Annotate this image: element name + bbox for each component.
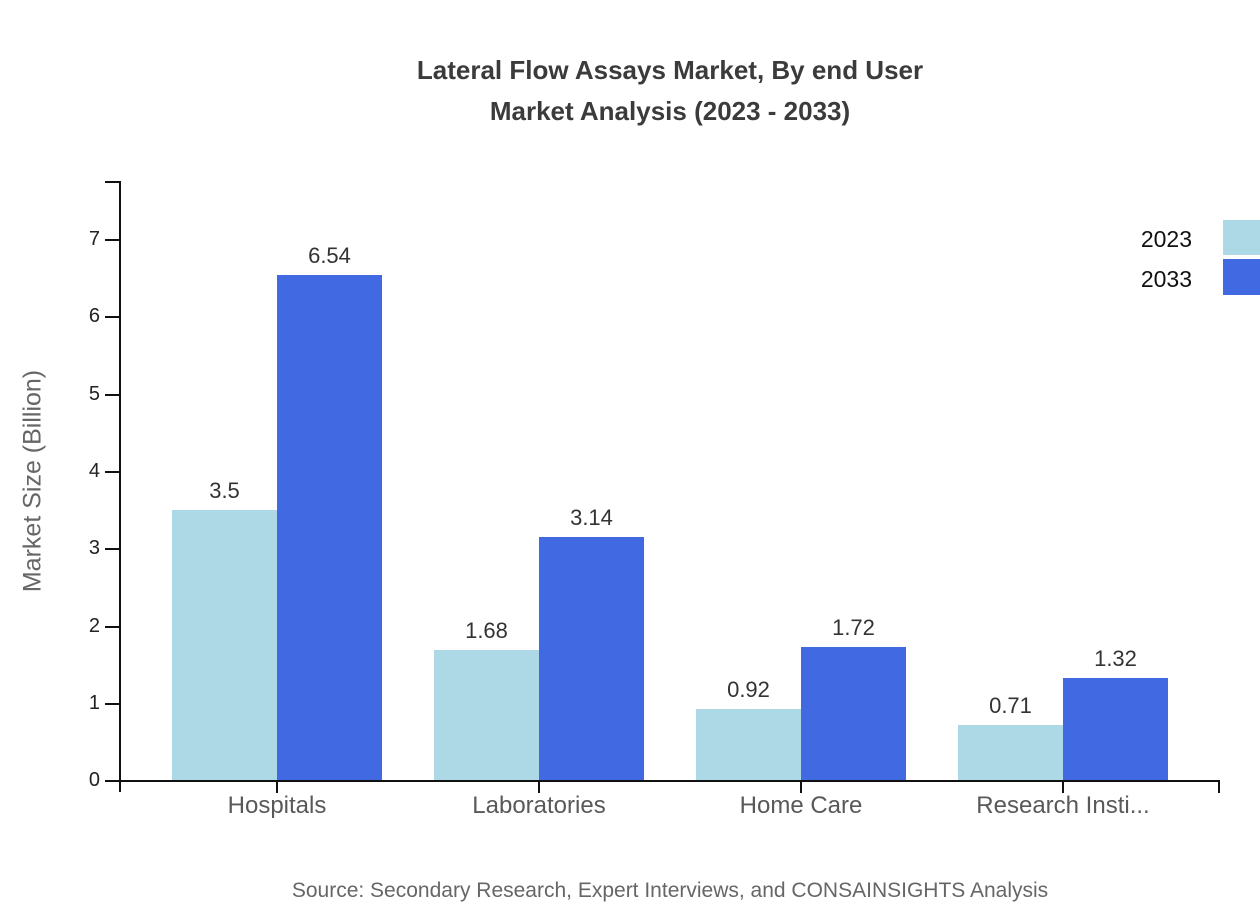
category-label: Laboratories xyxy=(472,792,606,819)
category-label: Research Insti... xyxy=(976,792,1150,819)
y-tick xyxy=(105,548,120,551)
y-tick xyxy=(105,780,120,782)
bar-value-label: 1.72 xyxy=(832,615,875,641)
y-tick-label: 5 xyxy=(88,382,100,405)
y-tick xyxy=(105,702,120,705)
y-tick-label: 0 xyxy=(88,769,100,791)
y-tick xyxy=(105,470,120,473)
y-axis-title: Market Size (Billion) xyxy=(18,369,47,593)
bar-value-label: 3.5 xyxy=(209,477,240,503)
y-tick-label: 1 xyxy=(88,691,100,714)
bar-2023-1 xyxy=(434,650,539,780)
y-tick-label: 4 xyxy=(88,459,100,482)
x-tick xyxy=(800,781,802,793)
y-tick xyxy=(105,239,120,242)
y-tick xyxy=(105,393,120,396)
chart-title: Lateral Flow Assays Market, By end User … xyxy=(80,50,1260,132)
legend-swatch-2023 xyxy=(1223,220,1260,255)
y-tick-label: 2 xyxy=(88,614,100,637)
bar-value-label: 1.68 xyxy=(465,618,508,644)
bar-value-label: 3.14 xyxy=(570,505,613,531)
bar-value-label: 6.54 xyxy=(308,242,351,268)
y-axis-line xyxy=(119,182,121,792)
chart-title-line1: Lateral Flow Assays Market, By end User xyxy=(416,55,924,85)
bar-2023-2 xyxy=(696,708,801,780)
bar-value-label: 0.92 xyxy=(727,676,770,702)
x-axis-line xyxy=(105,780,1220,782)
bar-2023-3 xyxy=(958,725,1063,780)
x-axis-end-cap xyxy=(1218,780,1220,793)
bar-2033-2 xyxy=(801,647,906,780)
chart-title-line2: Market Analysis (2023 - 2033) xyxy=(489,96,851,126)
bar-value-label: 0.71 xyxy=(989,693,1032,719)
y-tick-label: 6 xyxy=(88,305,100,328)
x-tick xyxy=(1062,781,1064,793)
x-tick xyxy=(538,781,540,793)
y-tick-label: 3 xyxy=(88,537,100,560)
bar-value-label: 1.32 xyxy=(1094,646,1137,671)
bar-2033-3 xyxy=(1063,678,1168,780)
source-note: Source: Secondary Research, Expert Inter… xyxy=(291,879,1049,902)
legend-label-2033: 2033 xyxy=(1140,266,1192,292)
y-tick xyxy=(105,625,120,628)
y-tick xyxy=(105,316,120,319)
category-label: Hospitals xyxy=(227,792,327,819)
bar-2033-1 xyxy=(539,537,644,780)
x-tick xyxy=(276,781,278,793)
bar-2023-0 xyxy=(172,509,277,780)
y-axis-end-cap xyxy=(105,181,121,183)
category-label: Home Care xyxy=(739,792,863,819)
legend-swatch-2033 xyxy=(1223,259,1260,295)
bar-2033-0 xyxy=(277,274,382,780)
legend-label-2023: 2023 xyxy=(1140,226,1192,252)
y-tick-label: 7 xyxy=(88,228,100,251)
